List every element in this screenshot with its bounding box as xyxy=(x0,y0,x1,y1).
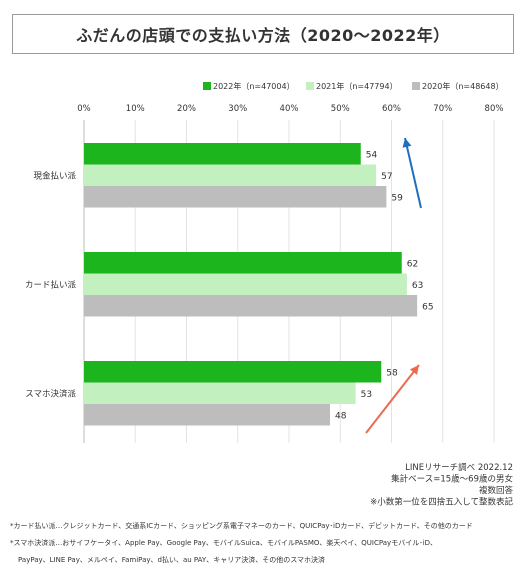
footnotes: *カード払い派…クレジットカード、交通系ICカード、ショッピング系電子マネーのカ… xyxy=(10,518,520,569)
x-tick-label-1: 10% xyxy=(126,104,145,114)
footnote-card: *カード払い派…クレジットカード、交通系ICカード、ショッピング系電子マネーのカ… xyxy=(10,522,473,530)
legend-label-2: 2020年（n=48648） xyxy=(422,81,504,91)
bar-1-2 xyxy=(84,295,418,317)
data-label-0-0: 54 xyxy=(366,150,378,160)
bar-0-0 xyxy=(84,143,361,165)
source-note-0: LINEリサーチ調べ 2022.12 xyxy=(405,462,513,473)
data-label-2-1: 53 xyxy=(361,390,372,400)
x-tick-label-3: 30% xyxy=(228,104,247,114)
x-tick-label-8: 80% xyxy=(485,104,504,114)
bar-1-0 xyxy=(84,252,402,274)
trend-arrow-line-0 xyxy=(404,137,422,209)
bar-chart: 2022年（n=47004） 2021年（n=47794） 2020年（n=4864… xyxy=(25,81,514,508)
source-note-2: 複数回答 xyxy=(479,485,514,496)
legend-label-1: 2021年（n=47794） xyxy=(316,81,398,91)
x-tick-label-5: 50% xyxy=(331,104,350,114)
legend-swatch-1 xyxy=(306,82,314,90)
x-tick-label-0: 0% xyxy=(77,104,91,114)
bar-1-1 xyxy=(84,273,407,295)
legend-swatch-2 xyxy=(412,82,420,90)
bar-2-0 xyxy=(84,361,382,383)
data-label-0-1: 57 xyxy=(381,172,392,182)
category-label-1: カード払い派 xyxy=(25,279,77,290)
chart-title: ふだんの店頭での支払い方法（2020～2022年） xyxy=(76,26,450,45)
trend-arrow-head-1 xyxy=(409,365,419,375)
data-label-1-1: 63 xyxy=(412,281,423,291)
data-label-2-0: 58 xyxy=(386,368,398,378)
category-label-0: 現金払い派 xyxy=(33,170,76,181)
legend-swatch-0 xyxy=(203,82,211,90)
data-label-1-0: 62 xyxy=(407,259,418,269)
source-note-3: ※小数第一位を四捨五入して整数表記 xyxy=(370,497,513,508)
data-label-1-2: 65 xyxy=(422,302,433,312)
trend-arrow-line-1 xyxy=(365,364,420,434)
data-label-0-2: 59 xyxy=(391,193,403,203)
legend-label-0: 2022年（n=47004） xyxy=(213,81,295,91)
bar-2-1 xyxy=(84,382,356,404)
source-note-1: 集計ベース=15歳～69歳の男女 xyxy=(391,474,513,485)
x-tick-label-4: 40% xyxy=(280,104,299,114)
trend-arrow-head-0 xyxy=(402,138,412,148)
x-tick-label-7: 70% xyxy=(433,104,452,114)
bar-0-1 xyxy=(84,164,377,186)
data-label-2-2: 48 xyxy=(335,411,347,421)
x-tick-label-2: 20% xyxy=(177,104,196,114)
bar-2-2 xyxy=(84,404,330,426)
footnote-smartphone: *スマホ決済派…おサイフケータイ、Apple Pay、Google Pay、モバ… xyxy=(10,539,438,547)
footnote-smartphone-cont: PayPay、LINE Pay、メルペイ、FamiPay、d払い、au PAY、… xyxy=(18,556,325,564)
category-label-2: スマホ決済派 xyxy=(25,388,76,399)
x-tick-label-6: 60% xyxy=(382,104,401,114)
bar-0-2 xyxy=(84,186,387,208)
chart-title-box: ふだんの店頭での支払い方法（2020～2022年） xyxy=(12,14,514,54)
